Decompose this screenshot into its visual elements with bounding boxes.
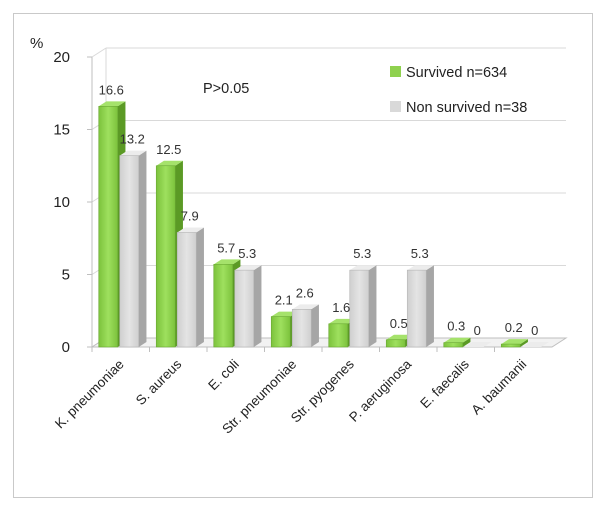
category-label: A. baumanii: [468, 357, 529, 418]
y-tick-label: 0: [62, 339, 70, 356]
data-label: 0: [474, 323, 481, 338]
y-tick-label: 5: [62, 267, 70, 284]
y-tick-label: 15: [53, 122, 70, 139]
data-label: 0.2: [505, 320, 523, 335]
y-unit-label: %: [30, 35, 43, 52]
category-label: S. aureus: [133, 356, 185, 408]
data-label: 16.6: [99, 82, 124, 97]
y-tick-label: 20: [53, 49, 70, 66]
category-label: K. pneumoniae: [52, 357, 127, 432]
category-label: E. faecalis: [417, 356, 472, 411]
category-label: E. coli: [205, 357, 242, 394]
y-tick-label: 10: [53, 194, 70, 211]
legend-swatch: [390, 66, 401, 77]
bar: [234, 265, 262, 348]
data-label: 0: [531, 323, 538, 338]
bar: [522, 342, 549, 347]
data-label: 5.3: [411, 246, 429, 261]
data-label: 5.3: [238, 246, 256, 261]
legend-entry: Non survived n=38: [390, 100, 527, 116]
data-label: 1.6: [332, 300, 350, 315]
bar: [464, 342, 492, 347]
legend-label: Non survived n=38: [406, 100, 527, 116]
bar: [119, 150, 147, 348]
legend-label: Survived n=634: [406, 65, 507, 81]
legend-entry: Survived n=634: [390, 65, 507, 81]
gridline-side: [91, 47, 107, 58]
category-label: P. aeruginosa: [346, 356, 415, 425]
data-label: 12.5: [156, 142, 181, 157]
bar: [406, 265, 434, 348]
legend-swatch: [390, 101, 401, 112]
data-label: 0.5: [390, 316, 408, 331]
bar: [176, 227, 204, 348]
data-label: 2.6: [296, 285, 314, 300]
bar: [443, 337, 471, 348]
data-label: 7.9: [181, 208, 199, 223]
bar: [500, 339, 528, 348]
bar: [291, 304, 319, 348]
data-label: 5.3: [353, 246, 371, 261]
bar: [349, 265, 377, 348]
data-label: 13.2: [120, 132, 145, 147]
p-value-annotation: P>0.05: [203, 81, 249, 97]
legend: Survived n=634 Non survived n=38: [390, 65, 527, 116]
data-label: 0.3: [447, 319, 465, 334]
data-label: 5.7: [217, 240, 235, 255]
data-label: 2.1: [275, 293, 293, 308]
